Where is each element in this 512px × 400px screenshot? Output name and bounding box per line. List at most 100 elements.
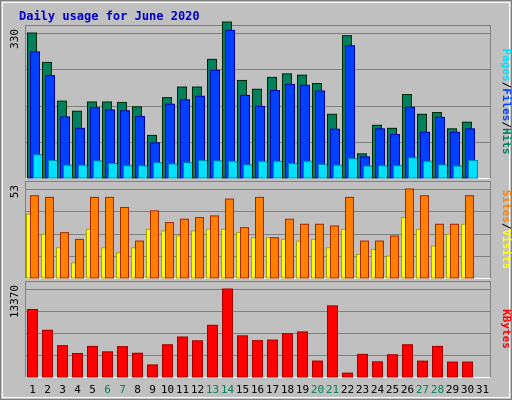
bar-pages-day-25 [393,165,403,179]
legend-bottom: KBytes [500,309,512,349]
x-tick-label-29: 29 [446,383,459,396]
bar-sites-day-7 [120,206,129,279]
bar-kbytes-day-19 [297,331,308,378]
bar-pages-day-24 [378,165,388,179]
bar-sites-day-4 [75,238,84,279]
bar-pages-day-18 [288,163,298,179]
bar-pages-day-17 [273,160,283,179]
y-max-label: 13370 [8,285,21,318]
x-tick-label-18: 18 [281,383,294,396]
x-tick-label-31: 31 [476,383,489,396]
bar-sites-day-15 [240,227,249,279]
bar-pages-day-29 [453,165,463,179]
legend-pages: Pages [500,49,512,82]
bar-sites-day-22 [345,196,354,279]
bar-sites-day-24 [375,240,384,279]
legend-top: Pages/Files/Hits [500,49,512,155]
bar-sites-day-8 [135,240,144,279]
bar-sites-day-2 [45,196,54,279]
bar-sites-day-16 [255,196,264,279]
x-tick-label-23: 23 [356,383,369,396]
bar-pages-day-15 [243,164,253,179]
bar-pages-day-7 [123,165,133,179]
bar-kbytes-day-23 [357,353,368,378]
bar-pages-day-5 [93,160,103,179]
bar-kbytes-day-28 [432,345,443,378]
legend-middle: Sites/Visits [500,190,512,270]
bar-pages-day-9 [153,162,163,179]
bar-kbytes-day-13 [207,324,218,378]
x-tick-label-15: 15 [236,383,249,396]
bar-sites-day-14 [225,198,234,279]
bar-pages-day-8 [138,165,148,179]
bar-sites-day-26 [405,188,414,279]
panel-middle: 53 Sites/Visits [8,181,512,279]
bar-pages-day-23 [363,165,373,179]
bar-sites-day-17 [270,237,279,279]
bar-files-day-22 [345,45,355,179]
bar-pages-day-1 [33,154,43,179]
bar-sites-day-21 [330,225,339,279]
bar-kbytes-day-2 [42,329,53,378]
bar-sites-day-6 [105,196,114,279]
bar-pages-day-27 [423,160,433,179]
x-tick-label-8: 8 [134,383,141,396]
bar-pages-day-22 [348,158,358,179]
bar-pages-day-11 [183,162,193,179]
bar-kbytes-day-18 [282,333,293,378]
bar-pages-day-26 [408,157,418,179]
legend-hits: Hits [500,128,512,155]
panel-bottom: 13370 KBytes [8,281,512,378]
legend-visits: Visits [500,230,512,270]
bar-kbytes-day-24 [372,361,383,378]
bar-sites-day-5 [90,196,99,279]
bar-sites-day-29 [450,223,459,279]
bar-pages-day-4 [78,164,88,179]
y-max-label: 330 [8,29,21,49]
bar-sites-day-25 [390,235,399,279]
legend-separator: / [500,121,512,128]
x-tick-label-2: 2 [44,383,51,396]
x-tick-label-16: 16 [251,383,264,396]
x-axis: 1 2 3 4 5 6 7 8 9 10 11 12 13 14 15 16 17 18 19 20 21 22 23 24 2… [29,383,489,396]
bar-kbytes-day-21 [327,305,338,378]
x-tick-label-19: 19 [296,383,309,396]
x-tick-label-3: 3 [59,383,66,396]
bar-pages-day-6 [108,163,118,179]
bar-kbytes-day-8 [132,352,143,378]
bar-kbytes-day-7 [117,346,128,378]
legend-files: Files [500,88,512,121]
chart-title: Daily usage for June 2020 [19,9,200,23]
x-tick-label-28: 28 [431,383,444,396]
bar-kbytes-day-3 [57,345,68,378]
bar-files-day-14 [225,29,235,179]
bar-kbytes-day-20 [312,360,323,378]
bar-sites-day-13 [210,215,219,279]
bar-kbytes-day-4 [72,353,83,378]
x-tick-label-20: 20 [311,383,324,396]
bar-kbytes-day-25 [387,354,398,378]
x-tick-label-10: 10 [161,383,174,396]
y-max-label: 53 [8,185,21,198]
bar-kbytes-day-9 [147,364,158,378]
x-tick-label-27: 27 [416,383,429,396]
bar-pages-day-14 [228,160,238,179]
x-tick-label-5: 5 [89,383,96,396]
bar-kbytes-day-11 [177,336,188,378]
bar-pages-day-21 [333,164,343,179]
bar-kbytes-day-1 [27,308,38,378]
x-tick-label-13: 13 [206,383,219,396]
bar-sites-day-20 [315,223,324,279]
bar-sites-day-10 [165,222,174,279]
bar-pages-day-13 [213,160,223,179]
bar-kbytes-day-12 [192,340,203,378]
x-tick-label-4: 4 [74,383,81,396]
x-tick-label-21: 21 [326,383,339,396]
bar-sites-day-12 [195,217,204,279]
bar-kbytes-day-5 [87,345,98,378]
bar-pages-day-2 [48,159,58,179]
x-tick-label-24: 24 [371,383,385,396]
